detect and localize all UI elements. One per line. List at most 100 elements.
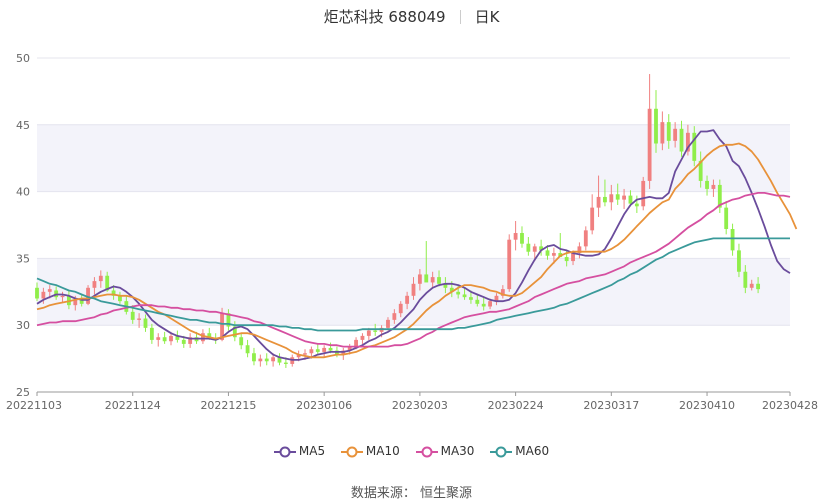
candle-body (309, 349, 314, 354)
candle-body (277, 357, 282, 363)
candle-body (462, 294, 467, 298)
candle-body (201, 333, 205, 342)
legend-item-ma10[interactable]: MA10 (340, 444, 400, 458)
legend-item-ma60[interactable]: MA60 (490, 444, 549, 458)
candle-body (590, 207, 595, 231)
legend-marker-ma30 (415, 446, 438, 458)
candle-body (296, 354, 301, 358)
data-source: 数据来源： 恒生聚源 (350, 486, 473, 501)
candle-body (73, 299, 78, 306)
candle-body (685, 132, 690, 152)
candle-body (500, 289, 505, 296)
candle-body (373, 330, 378, 332)
candle-body (666, 122, 671, 141)
candle-body (315, 349, 320, 352)
candle-body (743, 271, 748, 288)
candle-body (271, 357, 276, 362)
y-tick-label: 40 (16, 186, 30, 199)
legend-label-ma60: MA60 (515, 444, 550, 458)
legend-label-ma5: MA5 (298, 444, 326, 458)
candle-body (717, 184, 722, 208)
candle-body (469, 297, 473, 300)
y-tick-label: 35 (16, 252, 30, 265)
candle-body (737, 250, 741, 272)
candle-body (437, 277, 441, 284)
series-line-ma5 (36, 129, 791, 361)
candle-body (398, 303, 403, 314)
candle-body (386, 319, 390, 328)
candle-body (226, 313, 231, 327)
candle-body (622, 195, 626, 200)
candle-body (232, 326, 237, 338)
series-line-ma60 (36, 237, 790, 332)
candle-body (539, 246, 544, 251)
candle-body (105, 275, 110, 291)
candle-body (35, 287, 39, 299)
candle-body (571, 253, 575, 262)
candle-body (118, 295, 122, 302)
candle-body (583, 230, 588, 247)
candle-body (488, 301, 492, 307)
candle-body (130, 311, 135, 320)
candle-body (443, 283, 448, 288)
candle-body (609, 194, 614, 203)
candle-body (220, 313, 224, 340)
candle-body (577, 246, 582, 254)
candle-body (430, 277, 435, 283)
candle-body (481, 303, 486, 307)
candle-body (405, 295, 410, 304)
candle-body (724, 207, 729, 230)
chart-title: 炬芯科技 688049 日K (0, 6, 823, 27)
legend-item-ma30[interactable]: MA30 (415, 444, 474, 458)
candle-body (730, 229, 735, 251)
candle-body (526, 243, 531, 252)
candle-body (692, 132, 697, 161)
candle-body (494, 295, 499, 302)
candle-body (258, 358, 263, 362)
x-tick-label: 20230428 (762, 399, 818, 412)
candle-body (545, 250, 550, 256)
candle-body (264, 358, 269, 362)
candle-body (60, 295, 65, 298)
candle-body (673, 128, 678, 141)
legend-marker-ma10 (340, 446, 363, 458)
candle-body (354, 339, 358, 347)
candle-body (41, 291, 46, 299)
x-tick-label: 20230317 (583, 399, 639, 412)
candle-body (366, 330, 371, 336)
x-tick-label: 20221103 (6, 399, 62, 412)
candle-body (564, 257, 569, 262)
candle-body (660, 122, 665, 144)
stock-name-code: 炬芯科技 688049 (323, 8, 446, 26)
candle-body (603, 196, 607, 203)
candle-body (328, 347, 333, 351)
candle-body (456, 291, 461, 295)
x-tick-label: 20221215 (200, 399, 256, 412)
candle-body (628, 195, 633, 204)
candle-body (596, 196, 601, 208)
period-label: 日K (474, 8, 500, 26)
candle-body (756, 283, 761, 290)
legend-item-ma5[interactable]: MA5 (273, 444, 326, 458)
candle-body (111, 290, 116, 296)
candle-body (79, 299, 84, 304)
candle-body (181, 339, 186, 344)
candle-body (634, 203, 639, 207)
y-tick-label: 30 (16, 319, 30, 332)
chart-legend: MA5 MA10 MA30 MA60 (0, 444, 823, 458)
candle-body (749, 283, 754, 288)
x-tick-label: 20221124 (105, 399, 161, 412)
candle-body (641, 180, 646, 207)
candle-body (47, 289, 52, 292)
legend-marker-ma5 (273, 446, 296, 458)
candle-body (188, 337, 193, 344)
title-divider (459, 10, 461, 24)
candle-body (252, 353, 256, 362)
legend-marker-ma60 (490, 446, 513, 458)
candle-body (475, 299, 480, 304)
candle-body (137, 318, 142, 320)
x-tick-label: 20230410 (679, 399, 735, 412)
candle-body (143, 318, 148, 328)
candle-body (424, 274, 429, 283)
